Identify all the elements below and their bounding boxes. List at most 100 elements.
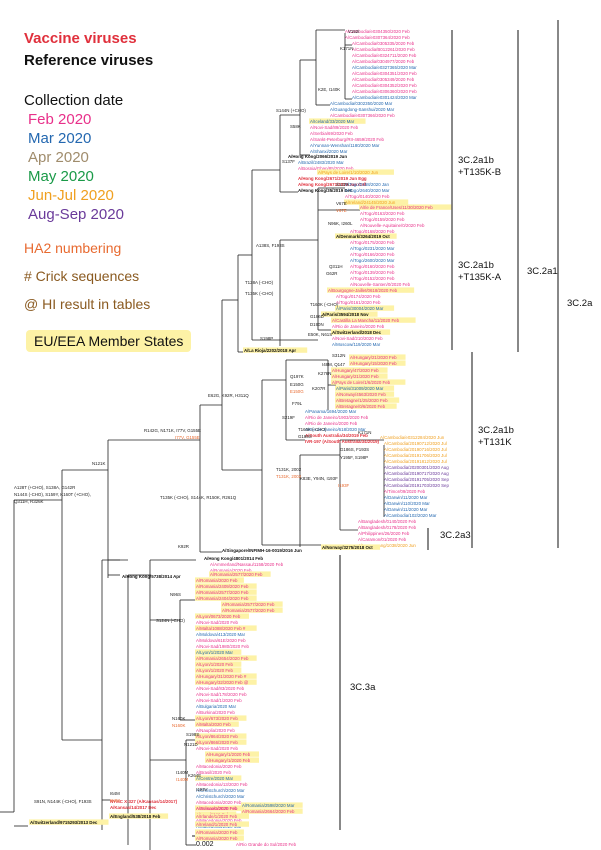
mutation-label: K264E <box>188 773 201 778</box>
mutation-label: G186S, F193S <box>340 447 369 452</box>
clade-label-3c2a1: 3C.2a1 <box>527 266 558 277</box>
clade-a1b-k-line2: +T131K <box>478 437 512 448</box>
clade-label-3c2a1b-t135k-a: 3C.2a1b +T135K-A <box>458 260 501 284</box>
taxon-label: A/Ile de France/Uses/11/30/2020 Feb <box>360 205 433 210</box>
legend-reference-viruses: Reference viruses <box>24 52 154 69</box>
taxon-label: A/Darwin/110/2020 Mar <box>384 501 430 506</box>
taxon-label: A/Hong Kong/35/2019 Dec <box>298 188 353 193</box>
taxon-label: A/Romania/2020 Feb <box>196 806 238 811</box>
clade-bars <box>339 20 559 830</box>
eu-highlight <box>195 739 247 745</box>
eu-highlight <box>205 751 259 757</box>
eu-highlight <box>29 819 109 825</box>
eu-highlight <box>331 373 388 379</box>
legend-collection-date: Collection date <box>24 92 124 109</box>
mutation-label: E62G, K92R, H311Q <box>208 393 249 398</box>
taxon-label: A/Hong Kong/5738/2014 Apr <box>122 574 181 579</box>
taxon-label: A/Hong Kong/2066/2019 Jun <box>288 154 347 159</box>
taxon-label: A/Cambodia/e0304351/2020 Feb <box>352 71 417 76</box>
taxon-label: A/Denmark/3264/2019 Oct <box>336 234 390 239</box>
taxon-label: NYMC X-327 (A/Kansas/14/2017) <box>110 799 178 804</box>
clade-label-3c2a1b-t131k: 3C.2a1b +T131K <box>478 425 514 449</box>
taxon-label: A/Hong Kong/2671/2019 Jun Egg <box>298 176 367 181</box>
taxon-label: A/Togo/0161/2020 Feb <box>336 300 381 305</box>
eu-highlight <box>195 733 247 739</box>
taxon-label: A/Panama/1694/2020 Mar <box>305 409 357 414</box>
eu-highlight <box>243 347 308 353</box>
mutation-label: G62R <box>326 271 337 276</box>
taxon-label: A/Romania/2404/2020 Feb <box>196 596 249 601</box>
taxon-label: A/Cambodia/B012261/2020 Feb <box>352 47 415 52</box>
eu-highlight <box>195 829 244 835</box>
taxon-label: A/Paris/3594/2018 Nov <box>322 312 369 317</box>
ha2-label: I140M <box>176 777 189 782</box>
taxon-label: A/Togo/0159/2020 Feb <box>360 217 405 222</box>
taxon-label: A/Guangdong-Sanshui/2020 Mar <box>330 107 395 112</box>
mutation-label: K276N <box>318 371 331 376</box>
taxon-label: A/Novi-Sad/83/2020 Feb <box>196 686 245 691</box>
taxon-label: A/Bangladesh/0140/2020 Feb <box>358 519 417 524</box>
mutation-label: S137F <box>282 159 295 164</box>
clade-a1b-k-line1: 3C.2a1b <box>478 425 514 436</box>
mutation-label: S144N (+CHO) <box>276 108 306 113</box>
mutation-label: T160K (-CHO) <box>310 302 339 307</box>
taxon-label: A/Pays de Loire/1/10/2020 Jun <box>318 170 379 175</box>
legend-hi-result: @ HI result in tables <box>24 296 151 312</box>
taxon-label: A/Togo/0168/2020 Feb <box>350 229 395 234</box>
taxon-label: A/Jalisco/1/2020 Feb <box>196 806 238 811</box>
taxon-label: A/Hungary/15/2020 Feb <box>350 361 397 366</box>
taxon-label: A/Cambodia/0302350/2020 Mar <box>330 101 393 106</box>
taxon-label: A/Novi-Sad/1980/2020 Feb <box>196 644 250 649</box>
eu-highlight <box>344 199 409 205</box>
eu-highlight <box>349 354 406 360</box>
taxon-label: A/Lyon/866/2020 Feb <box>196 740 238 745</box>
taxon-label: A/Romania/2409/2020 Feb <box>196 584 249 589</box>
taxon-label: A/Darwin/11/2020 Mar <box>384 507 428 512</box>
mutation-label: Q311H, R326K <box>14 499 44 504</box>
mutation-label: A128T (+CHO), S138A, G142R <box>14 485 75 490</box>
mutation-label: K207R <box>312 386 325 391</box>
clade-a1b-a-line1: 3C.2a1b <box>458 260 494 271</box>
legend-crick-sequences: # Crick sequences <box>24 268 140 284</box>
ha2-label: I193F <box>338 483 350 488</box>
taxon-label: A/Moscow/119/2020 Mar <box>332 342 381 347</box>
ha2-label: E150G <box>290 389 304 394</box>
taxon-label: A/Cambodia/20190717/2020 Aug <box>384 471 449 476</box>
eu-highlight <box>335 391 395 397</box>
taxon-label: A/Rio de Janeiro/618/2020 Mar <box>305 427 366 432</box>
tree-branches <box>0 29 385 850</box>
taxon-label: A/Cambodia/102/2020 Mar <box>384 513 437 518</box>
eu-highlight <box>327 287 415 293</box>
eu-highlight <box>195 589 257 595</box>
legend-month-may: May 2020 <box>28 168 94 185</box>
taxon-label: A/Lyon/864/2020 Feb <box>196 734 238 739</box>
taxon-label: A/Cambodia/20200301/2020 Aug <box>384 465 449 470</box>
taxon-label: A/Cambodia/e0304350/2020 Feb <box>345 29 410 34</box>
eu-highlight <box>195 835 244 841</box>
mutation-label: V152I <box>348 29 359 34</box>
clade-a1b-a-line2: +T135K-A <box>458 272 502 283</box>
scale-bar-label: 0.002 <box>196 841 214 848</box>
taxon-label: A/Philippines/26/2020 Feb <box>358 531 410 536</box>
taxon-label: A/Norway/3275/2018 Oct <box>322 545 373 550</box>
taxon-label: A/Cambodia/e0301424/2020 Mar <box>352 95 417 100</box>
eu-highlight <box>195 583 257 589</box>
mutation-label: S198P <box>260 336 273 341</box>
eu-highlight <box>109 813 169 819</box>
taxon-label: A/Hungary/21/2020 Feb <box>332 374 379 379</box>
taxon-label: A/Togo/2640/2020 Mar <box>345 188 390 193</box>
eu-highlight <box>349 360 406 366</box>
taxon-label: A/Rio de Janeiro/1903/2020 Feb <box>305 415 369 420</box>
taxon-label: A/Hungary/1/2020 Feb <box>206 752 251 757</box>
taxon-label: A/Togo/0166/2020 Feb <box>350 252 395 257</box>
taxon-label: A/Macedonia/2020 Feb <box>196 800 242 805</box>
taxon-label: A/England/538/2018 Feb <box>110 814 161 819</box>
taxon-label: A/Cambodia/e0307364/2020 Feb <box>345 35 410 40</box>
taxon-label: A/Paris/31009/2020 Mar <box>336 386 384 391</box>
taxon-label: A/Hungary/31/2020 Feb # <box>196 674 247 679</box>
taxon-label: A/Paris/30004/2020 Mar <box>336 306 384 311</box>
taxon-label: A/Yunnan-Wenshan/1180/2020 Mar <box>310 143 380 148</box>
legend-month-apr: Apr 2020 <box>28 149 89 166</box>
taxon-label: A/Bangladesh/0178/2020 Feb <box>358 525 417 530</box>
eu-highlight <box>195 667 242 673</box>
